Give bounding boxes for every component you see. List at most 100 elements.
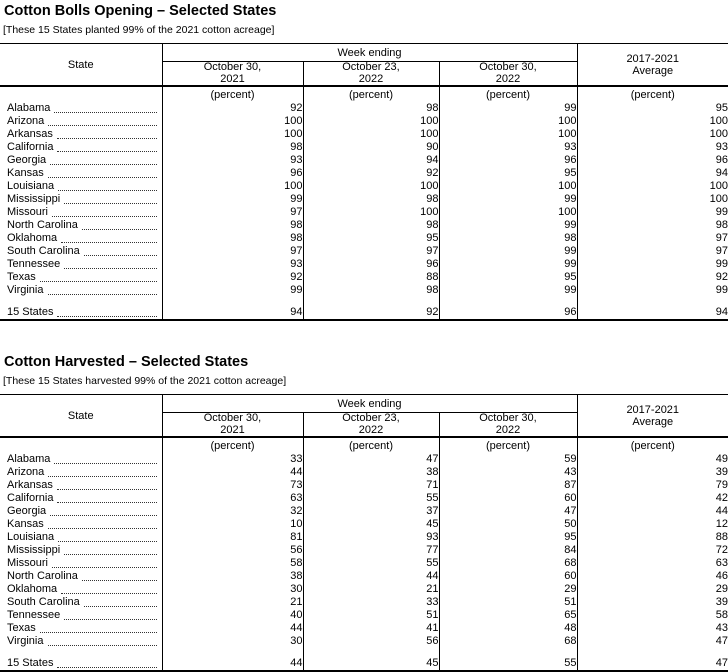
dotted-leader: [57, 316, 157, 317]
value-cell: 96: [438, 154, 577, 167]
value-cell: 98: [161, 141, 303, 154]
total-label: 15 States: [7, 657, 54, 669]
state-name: Kansas: [7, 518, 44, 530]
value-cell: 93: [161, 258, 303, 271]
value-cell: 92: [161, 271, 303, 284]
table-row: Missouri 97 100 100 99: [0, 206, 728, 219]
value-cell: 99: [576, 284, 728, 297]
value-cell: 87: [438, 479, 577, 492]
bolls-opening-table: State Week ending 2017-2021 Average Octo…: [0, 43, 728, 321]
value-cell: 100: [161, 115, 303, 128]
value-cell: 58: [161, 557, 303, 570]
total-value-cell: 94: [576, 306, 728, 320]
value-cell: 37: [302, 505, 439, 518]
value-cell: 60: [438, 492, 577, 505]
dotted-leader: [51, 567, 157, 568]
table-row: Kansas 96 92 95 94: [0, 167, 728, 180]
header-row-dates: October 30, 2021 October 23, 2022 Octobe…: [0, 412, 728, 438]
state-name: Texas: [7, 271, 36, 283]
value-cell: 93: [161, 154, 303, 167]
table-row: Oklahoma 30 21 29 29: [0, 583, 728, 596]
state-name: South Carolina: [7, 596, 80, 608]
value-cell: 99: [161, 284, 303, 297]
value-cell: 93: [302, 531, 439, 544]
state-name: North Carolina: [7, 570, 78, 582]
value-cell: 93: [438, 141, 577, 154]
value-cell: 48: [438, 622, 577, 635]
value-cell: 50: [438, 518, 577, 531]
value-cell: 95: [438, 531, 577, 544]
value-cell: 94: [302, 154, 439, 167]
state-cell: South Carolina: [0, 596, 162, 609]
state-name: Missouri: [7, 557, 48, 569]
table-row: Arizona 44 38 43 39: [0, 466, 728, 479]
value-cell: 56: [302, 635, 439, 648]
state-name: California: [7, 141, 54, 153]
column-header-state: State: [0, 43, 162, 87]
value-cell: 33: [161, 453, 303, 466]
header-row-dates: October 30, 2021 October 23, 2022 Octobe…: [0, 61, 728, 87]
table-row: South Carolina 97 97 99 97: [0, 245, 728, 258]
dotted-leader: [54, 112, 157, 113]
state-name: Texas: [7, 622, 36, 634]
value-cell: 100: [302, 115, 439, 128]
table-row: Alabama 33 47 59 49: [0, 453, 728, 466]
dotted-leader: [54, 463, 157, 464]
dotted-leader: [47, 177, 157, 178]
value-cell: 98: [302, 193, 439, 206]
value-cell: 100: [302, 206, 439, 219]
value-cell: 63: [161, 492, 303, 505]
value-cell: 29: [438, 583, 577, 596]
value-cell: 46: [576, 570, 728, 583]
value-cell: 55: [302, 557, 439, 570]
dotted-leader: [48, 476, 157, 477]
page-title-harvested: Cotton Harvested – Selected States: [4, 354, 249, 370]
table-row: Georgia 93 94 96 96: [0, 154, 728, 167]
column-header-date-1: October 30, 2021: [161, 61, 303, 87]
value-cell: 100: [438, 128, 577, 141]
column-header-date-2: October 23, 2022: [302, 61, 439, 87]
total-value-cell: 94: [161, 306, 303, 320]
value-cell: 72: [576, 544, 728, 557]
dotted-leader: [39, 632, 157, 633]
value-cell: 97: [161, 206, 303, 219]
cotton-bolls-opening-section: Cotton Bolls Opening – Selected States […: [0, 3, 728, 321]
value-cell: 63: [576, 557, 728, 570]
total-value-cell: 45: [302, 657, 439, 671]
dotted-leader: [47, 645, 157, 646]
unit-row: (percent) (percent) (percent) (percent): [0, 437, 728, 453]
state-name: North Carolina: [7, 219, 78, 231]
value-cell: 73: [161, 479, 303, 492]
dotted-leader: [64, 619, 157, 620]
value-cell: 99: [438, 245, 577, 258]
value-cell: 98: [302, 219, 439, 232]
state-cell: Missouri: [0, 557, 162, 570]
value-cell: 71: [302, 479, 439, 492]
table-note-bolls-opening: [These 15 States planted 99% of the 2021…: [3, 24, 275, 36]
state-cell: Louisiana: [0, 180, 162, 193]
unit-label: (percent): [161, 86, 303, 102]
state-cell: 15 States: [0, 306, 162, 320]
table-row: Louisiana 81 93 95 88: [0, 531, 728, 544]
value-cell: 95: [438, 271, 577, 284]
value-cell: 92: [302, 167, 439, 180]
unit-spacer: [0, 86, 162, 102]
value-cell: 93: [576, 141, 728, 154]
table-row: Arizona 100 100 100 100: [0, 115, 728, 128]
harvested-table: State Week ending 2017-2021 Average Octo…: [0, 394, 728, 672]
dotted-leader: [48, 125, 157, 126]
table-row: Mississippi 99 98 99 100: [0, 193, 728, 206]
value-cell: 84: [438, 544, 577, 557]
state-name: Mississippi: [7, 544, 61, 556]
value-cell: 21: [302, 583, 439, 596]
value-cell: 51: [438, 596, 577, 609]
column-header-average: 2017-2021 Average: [576, 394, 728, 438]
state-cell: Kansas: [0, 167, 162, 180]
value-cell: 30: [161, 635, 303, 648]
table-row: Arkansas 100 100 100 100: [0, 128, 728, 141]
dotted-leader: [64, 554, 157, 555]
value-cell: 47: [438, 505, 577, 518]
value-cell: 65: [438, 609, 577, 622]
value-cell: 88: [576, 531, 728, 544]
dotted-leader: [47, 294, 157, 295]
